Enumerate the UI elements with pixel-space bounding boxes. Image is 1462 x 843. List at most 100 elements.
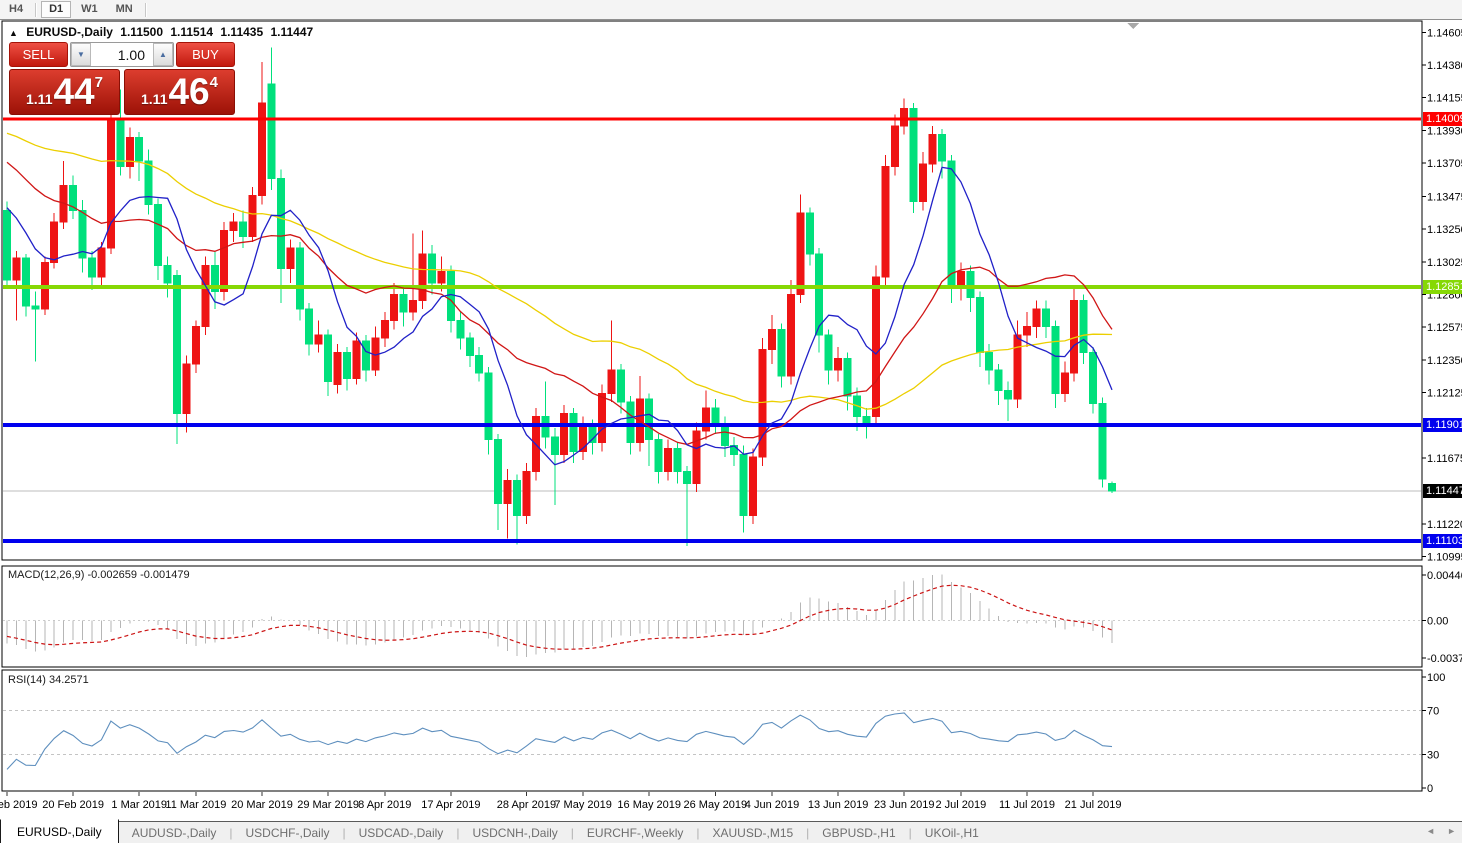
candle-body — [881, 166, 890, 278]
candle-body — [31, 305, 40, 310]
candle-body — [560, 413, 569, 455]
candle-body — [267, 83, 276, 179]
timeframe-d1-button[interactable]: D1 — [41, 1, 72, 18]
volume-input[interactable]: 1.00 — [117, 46, 145, 63]
candle-body — [50, 221, 59, 264]
tab-eurusd-daily[interactable]: EURUSD-,Daily — [0, 819, 119, 843]
symbol-label: EURUSD-,Daily — [26, 25, 113, 39]
candle-body — [1023, 325, 1031, 336]
date-tick-label: 2 Jul 2019 — [936, 799, 987, 811]
tab-scroll-right-icon[interactable]: ► — [1447, 826, 1456, 836]
candle-body — [220, 230, 229, 293]
buy-price-button[interactable]: 1.11 46 4 — [124, 69, 235, 115]
volume-increase-button[interactable]: ▲ — [153, 43, 173, 66]
macd-scale-label: 0.00 — [1427, 615, 1448, 627]
candle-body — [210, 264, 219, 293]
candle-body — [588, 424, 597, 444]
candle-body — [815, 253, 824, 336]
date-tick-label: 11 Feb 2019 — [0, 799, 37, 811]
candle-body — [768, 328, 776, 351]
candle-body — [550, 436, 559, 455]
macd-scale-label: -0.003715 — [1427, 653, 1462, 665]
candle-body — [749, 456, 758, 516]
macd-signal-line — [6, 584, 1113, 650]
candle-body — [456, 320, 465, 339]
buy-price-pip: 4 — [209, 74, 218, 91]
timeframe-w1-button[interactable]: W1 — [81, 3, 98, 15]
candle-body — [938, 134, 946, 162]
current-price-label: 1.11447 — [1423, 484, 1462, 498]
candle-body — [418, 253, 427, 301]
tab-eurchf-weekly[interactable]: EURCHF-,Weekly — [586, 826, 684, 840]
price-line-label-support-2: 1.11103 — [1423, 533, 1462, 548]
candle-body — [494, 439, 503, 505]
buy-button[interactable]: BUY — [176, 42, 235, 67]
candle-body — [258, 102, 266, 197]
tab-separator: | — [342, 826, 346, 840]
candle-body — [994, 369, 1003, 391]
candle-body — [1098, 402, 1107, 480]
tab-gbpusd-h1[interactable]: GBPUSD-,H1 — [822, 826, 896, 840]
candle-body — [758, 349, 767, 458]
timeframe-h4-button[interactable]: H4 — [9, 3, 24, 15]
sell-button[interactable]: SELL — [9, 42, 68, 67]
candle-body — [135, 137, 144, 162]
timeframe-mn-button[interactable]: MN — [115, 3, 133, 15]
rsi-scale-label: 30 — [1427, 750, 1439, 762]
sell-price-prefix: 1.11 — [26, 91, 53, 107]
candle-body — [503, 479, 512, 505]
tab-xauusd-m15[interactable]: XAUUSD-,M15 — [712, 826, 794, 840]
rsi-scale-label: 100 — [1427, 672, 1445, 684]
rsi-label: RSI(14) 34.2571 — [8, 674, 89, 686]
candle-body — [78, 209, 87, 259]
candle-body — [191, 325, 200, 365]
candle-body — [654, 439, 663, 473]
pane-border — [1, 565, 1423, 668]
price-line-label-resistance: 1.14009 — [1423, 111, 1462, 126]
sell-price-button[interactable]: 1.11 44 7 — [9, 69, 120, 115]
candle-body — [97, 247, 106, 278]
tab-usdcad-daily[interactable]: USDCAD-,Daily — [358, 826, 444, 840]
price-tick-label: 1.12575 — [1427, 322, 1462, 334]
candle-body — [616, 369, 625, 403]
tab-separator: | — [806, 826, 810, 840]
candle-body — [1013, 334, 1022, 400]
pane-border — [1, 20, 1423, 561]
candle-body — [182, 363, 191, 415]
candle-body — [173, 275, 181, 415]
date-tick-label: 7 May 2019 — [554, 799, 611, 811]
candle-body — [248, 195, 257, 237]
candle-body — [919, 163, 928, 203]
candle-body — [465, 337, 474, 356]
collapse-panel-icon[interactable]: ▲ — [9, 28, 18, 38]
date-tick-label: 8 Apr 2019 — [358, 799, 411, 811]
toolbar-separator — [35, 2, 38, 17]
tab-usdcnh-daily[interactable]: USDCNH-,Daily — [472, 826, 558, 840]
candle-body — [88, 257, 96, 278]
price-tick-label: 1.12125 — [1427, 388, 1462, 400]
candle-body — [966, 270, 975, 298]
tab-audusd-daily[interactable]: AUDUSD-,Daily — [131, 826, 217, 840]
date-tick-label: 4 Jun 2019 — [745, 799, 799, 811]
ma-line-medium — [6, 161, 1113, 446]
tab-scroll-left-icon[interactable]: ◄ — [1426, 826, 1436, 836]
candle-body — [683, 471, 691, 484]
volume-spinner: ▼ 1.00 ▲ — [70, 42, 174, 67]
volume-decrease-button[interactable]: ▼ — [71, 43, 91, 66]
price-tick-label: 1.13705 — [1427, 158, 1462, 170]
candle-body — [380, 320, 389, 339]
candle-body — [569, 413, 578, 452]
candle-body — [626, 401, 635, 444]
candle-body — [154, 203, 163, 266]
price-tick-label: 1.14380 — [1427, 60, 1462, 72]
candle-body — [201, 264, 210, 327]
chart-shift-marker-icon[interactable] — [1127, 23, 1139, 29]
candle-body — [720, 424, 729, 447]
candle-body — [900, 108, 909, 127]
tab-ukoil-h1[interactable]: UKOil-,H1 — [924, 826, 979, 840]
quote-high: 1.11514 — [170, 25, 214, 39]
tab-usdchf-daily[interactable]: USDCHF-,Daily — [245, 826, 330, 840]
candle-body — [286, 247, 295, 269]
buy-price-main: 46 — [168, 71, 210, 112]
